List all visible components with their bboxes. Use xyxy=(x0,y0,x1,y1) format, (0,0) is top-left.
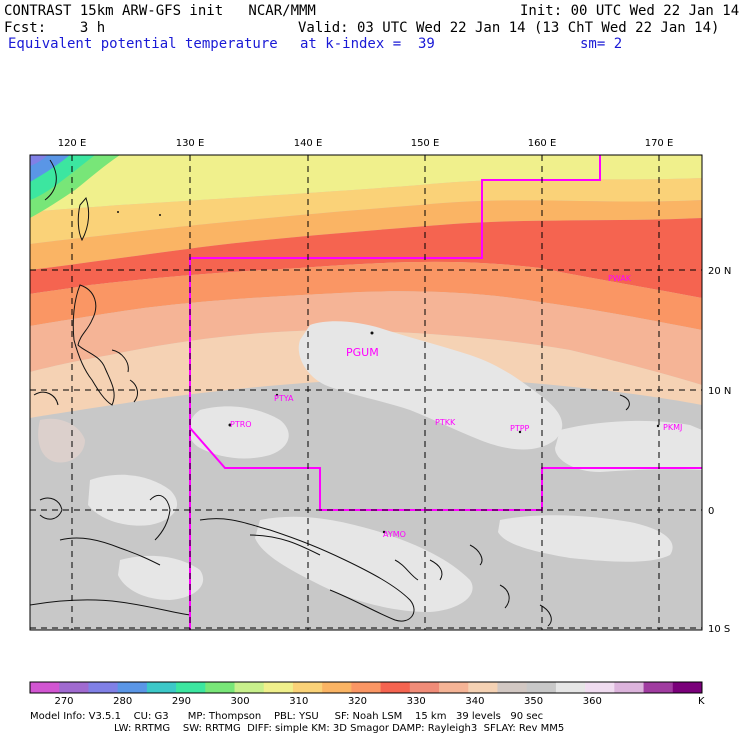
station-label-aymo: AYMO xyxy=(383,530,406,539)
colorbar-swatch xyxy=(672,682,703,693)
colorbar-tick-label: 300 xyxy=(231,696,250,707)
station-label-pwak: PWAK xyxy=(608,274,632,283)
colorbar-tick-label: 320 xyxy=(348,696,367,707)
footer-physics-info: LW: RRTMG SW: RRTMG DIFF: simple KM: 3D … xyxy=(114,723,565,734)
header-valid-time: Valid: 03 UTC Wed 22 Jan 14 (13 ChT Wed … xyxy=(298,20,720,36)
header-level: at k-index = 39 xyxy=(300,36,435,52)
colorbar-tick-label: 350 xyxy=(524,696,543,707)
colorbar-labels: 270 280 290 300 310 320 330 340 350 360 xyxy=(54,696,601,707)
lat-label-0: 0 xyxy=(708,506,714,517)
colorbar-swatch xyxy=(526,682,557,693)
colorbar-swatch xyxy=(322,682,352,693)
lon-label-130e: 130 E xyxy=(176,138,205,149)
colorbar-swatch xyxy=(176,682,206,693)
lon-label-150e: 150 E xyxy=(411,138,440,149)
lon-label-170e: 170 E xyxy=(645,138,674,149)
colorbar-tick-label: 310 xyxy=(289,696,308,707)
colorbar-swatch xyxy=(585,682,615,693)
station-label-ptya: PTYA xyxy=(274,394,294,403)
header-forecast-hour: Fcst: 3 h xyxy=(4,20,106,36)
colorbar-swatch xyxy=(409,682,440,693)
colorbar-swatch xyxy=(59,682,89,693)
lat-lon-grid xyxy=(30,155,702,630)
colorbar-swatch xyxy=(614,682,645,693)
lat-label-10n: 10 N xyxy=(708,386,731,397)
footer-model-info: Model Info: V3.5.1 CU: G3 MP: Thompson P… xyxy=(30,711,544,722)
colorbar-swatch xyxy=(30,682,60,693)
colorbar-swatch xyxy=(88,682,119,693)
colorbar-swatch xyxy=(117,682,148,693)
colorbar-swatch xyxy=(439,682,469,693)
colorbar-tick-label: 280 xyxy=(113,696,132,707)
colorbar-tick-label: 290 xyxy=(172,696,191,707)
station-label-ptro: PTRO xyxy=(230,420,252,429)
colorbar-tick-label: 340 xyxy=(465,696,484,707)
colorbar-swatch xyxy=(205,682,236,693)
theta-e-field xyxy=(30,155,702,630)
map-frame xyxy=(29,154,703,631)
colorbar-tick-label: 270 xyxy=(54,696,73,707)
colorbar-tick-label: 360 xyxy=(583,696,602,707)
station-label-ptkk: PTKK xyxy=(435,418,456,427)
colorbar-tick-label: 330 xyxy=(407,696,426,707)
lat-label-10s: 10 S xyxy=(708,624,730,635)
lon-label-120e: 120 E xyxy=(58,138,87,149)
colorbar xyxy=(29,681,703,694)
colorbar-swatch xyxy=(643,682,674,693)
station-label-pgum: PGUM xyxy=(346,346,379,359)
colorbar-swatch xyxy=(497,682,528,693)
colorbar-swatch xyxy=(146,682,177,693)
colorbar-swatch xyxy=(263,682,294,693)
header-model-title: CONTRAST 15km ARW-GFS init NCAR/MMM xyxy=(4,3,316,19)
colorbar-swatch xyxy=(351,682,382,693)
station-label-pkmj: PKMJ xyxy=(663,423,682,432)
colorbar-unit: K xyxy=(698,696,705,707)
header-field-name: Equivalent potential temperature xyxy=(8,36,278,52)
colorbar-swatch xyxy=(468,682,498,693)
header-init-time: Init: 00 UTC Wed 22 Jan 14 xyxy=(520,3,740,19)
lon-label-140e: 140 E xyxy=(294,138,323,149)
header-smoothing: sm= 2 xyxy=(580,36,623,52)
lon-label-160e: 160 E xyxy=(528,138,557,149)
lat-label-20n: 20 N xyxy=(708,266,731,277)
colorbar-swatch xyxy=(380,682,411,693)
colorbar-frame xyxy=(29,681,703,694)
colorbar-swatch xyxy=(555,682,586,693)
colorbar-swatch xyxy=(292,682,323,693)
station-label-ptpp: PTPP xyxy=(510,424,530,433)
colorbar-swatch xyxy=(234,682,265,693)
